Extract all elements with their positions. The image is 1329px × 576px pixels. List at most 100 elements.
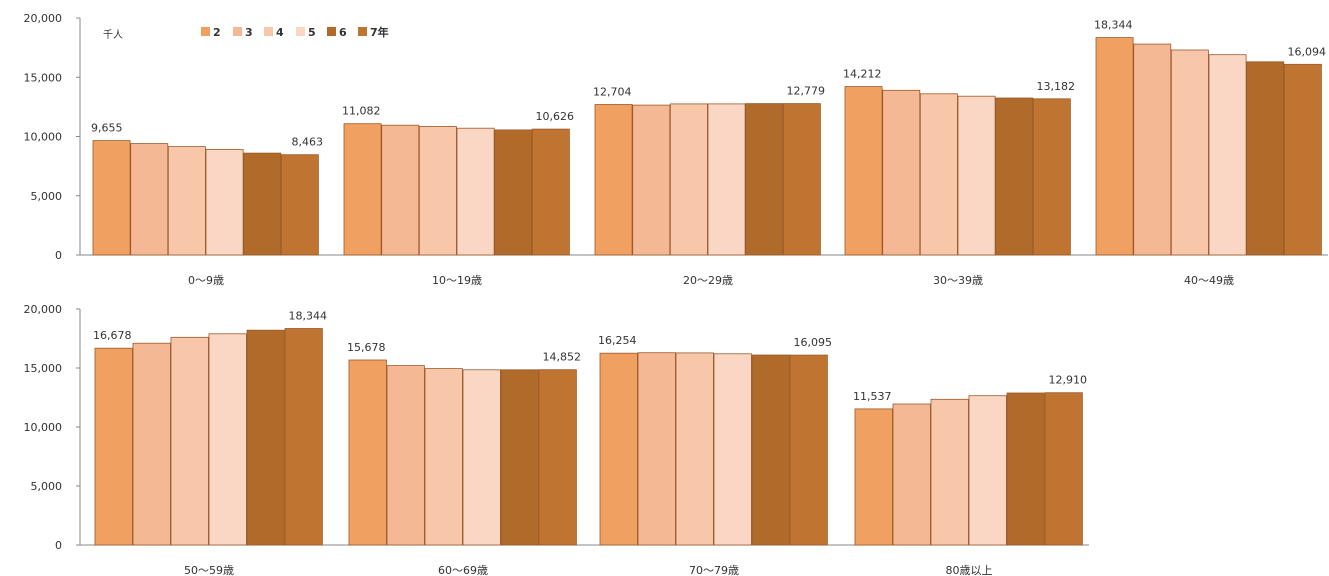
y-tick-label: 15,000 [24,362,63,375]
bar [1208,54,1247,256]
legend-swatch [201,27,210,36]
bar [632,104,671,256]
legend-item-5: 6 [327,26,347,39]
bar [669,103,708,256]
bar [456,127,495,256]
bar [854,408,893,546]
data-label-last: 8,463 [292,136,324,149]
bar [789,354,828,546]
data-label-last: 14,852 [543,351,582,364]
data-label-first: 12,704 [593,85,632,98]
bar [782,103,821,256]
bar [494,129,533,256]
legend-item-2: 3 [233,26,253,39]
bar-group: 11,537 12,910 80歳以上 [853,374,1087,576]
category-label: 60～69歳 [438,564,488,576]
category-label: 10～19歳 [432,274,482,287]
data-label-last: 13,182 [1037,80,1076,93]
bar [92,140,131,256]
unit-label: 千人 [103,29,123,41]
data-label-first: 18,344 [1094,19,1133,32]
bar-group: 12,704 12,779 20～29歳 [593,85,825,287]
y-tick-label: 20,000 [24,303,63,316]
y-tick-label: 0 [55,249,62,262]
bar-group: 14,212 13,182 30～39歳 [843,68,1075,287]
legend-label: 4 [276,26,284,39]
chart-panel-2: 0 5,000 10,000 15,000 20,000 16,678 18,344 50～5… [24,303,1089,576]
category-label: 30～39歳 [933,274,983,287]
bar [1032,98,1071,256]
bar [280,154,319,256]
bar [500,369,539,546]
bar [599,352,638,546]
bar [1095,37,1134,256]
bar-group: 16,678 18,344 50～59歳 [93,310,327,576]
bar [284,328,323,546]
bar [1006,392,1045,546]
bar [1133,43,1172,256]
category-label: 40～49歳 [1184,274,1234,287]
bar [957,95,996,256]
bar [167,146,206,256]
legend-item-6: 7年 [358,25,389,39]
legend: 2 3 4 5 6 7年 [201,25,389,39]
bar [930,398,969,546]
legend-swatch [296,27,305,36]
y-tick-label: 5,000 [31,480,63,493]
legend-label: 7年 [370,25,389,39]
bar [713,353,752,546]
data-label-first: 9,655 [91,122,123,135]
bar [594,104,633,256]
data-label-last: 10,626 [536,110,575,123]
chart-panel-1: 0 5,000 10,000 15,000 20,000 9,655 8,463 0～9歳 11… [24,12,1328,287]
bar [386,365,425,546]
bar [751,354,790,546]
bar [208,333,247,546]
bar [995,97,1034,256]
bar [205,149,244,256]
data-label-first: 11,082 [342,105,381,118]
legend-label: 2 [213,26,221,39]
bar [348,359,387,546]
data-label-last: 12,779 [787,85,826,98]
y-tick-label: 10,000 [24,421,63,434]
chart-panels: 0 5,000 10,000 15,000 20,000 9,655 8,463 0～9歳 11… [24,12,1328,576]
bar-group: 18,344 16,094 40～49歳 [1094,19,1326,287]
bar [170,336,209,546]
data-label-last: 18,344 [289,310,328,323]
data-label-first: 11,537 [853,390,892,403]
bar [418,126,457,256]
bar [1044,392,1083,546]
bar [94,347,133,546]
bar [246,329,285,546]
bar [675,352,714,546]
category-label: 80歳以上 [946,564,993,576]
data-label-first: 16,678 [93,329,132,342]
legend-label: 5 [308,26,316,39]
bar [745,103,784,256]
bar [243,152,282,256]
bar [968,395,1007,546]
bar [130,143,169,256]
bar [844,86,883,256]
bar [1283,63,1322,256]
category-label: 20～29歳 [683,274,733,287]
legend-swatch [358,27,367,36]
bar-group: 15,678 14,852 60～69歳 [347,341,581,576]
bar [462,369,501,546]
y-tick-label: 20,000 [24,12,63,25]
legend-swatch [264,27,273,36]
legend-label: 3 [245,26,253,39]
data-label-last: 12,910 [1049,374,1088,387]
bar [531,128,570,256]
data-label-last: 16,094 [1288,45,1327,58]
bar [538,369,577,546]
y-tick-label: 0 [55,539,62,552]
bar [132,342,171,546]
legend-swatch [233,27,242,36]
bar [919,93,958,256]
bar [882,89,921,256]
bar [637,352,676,546]
bar [707,103,746,256]
bar [381,124,420,256]
